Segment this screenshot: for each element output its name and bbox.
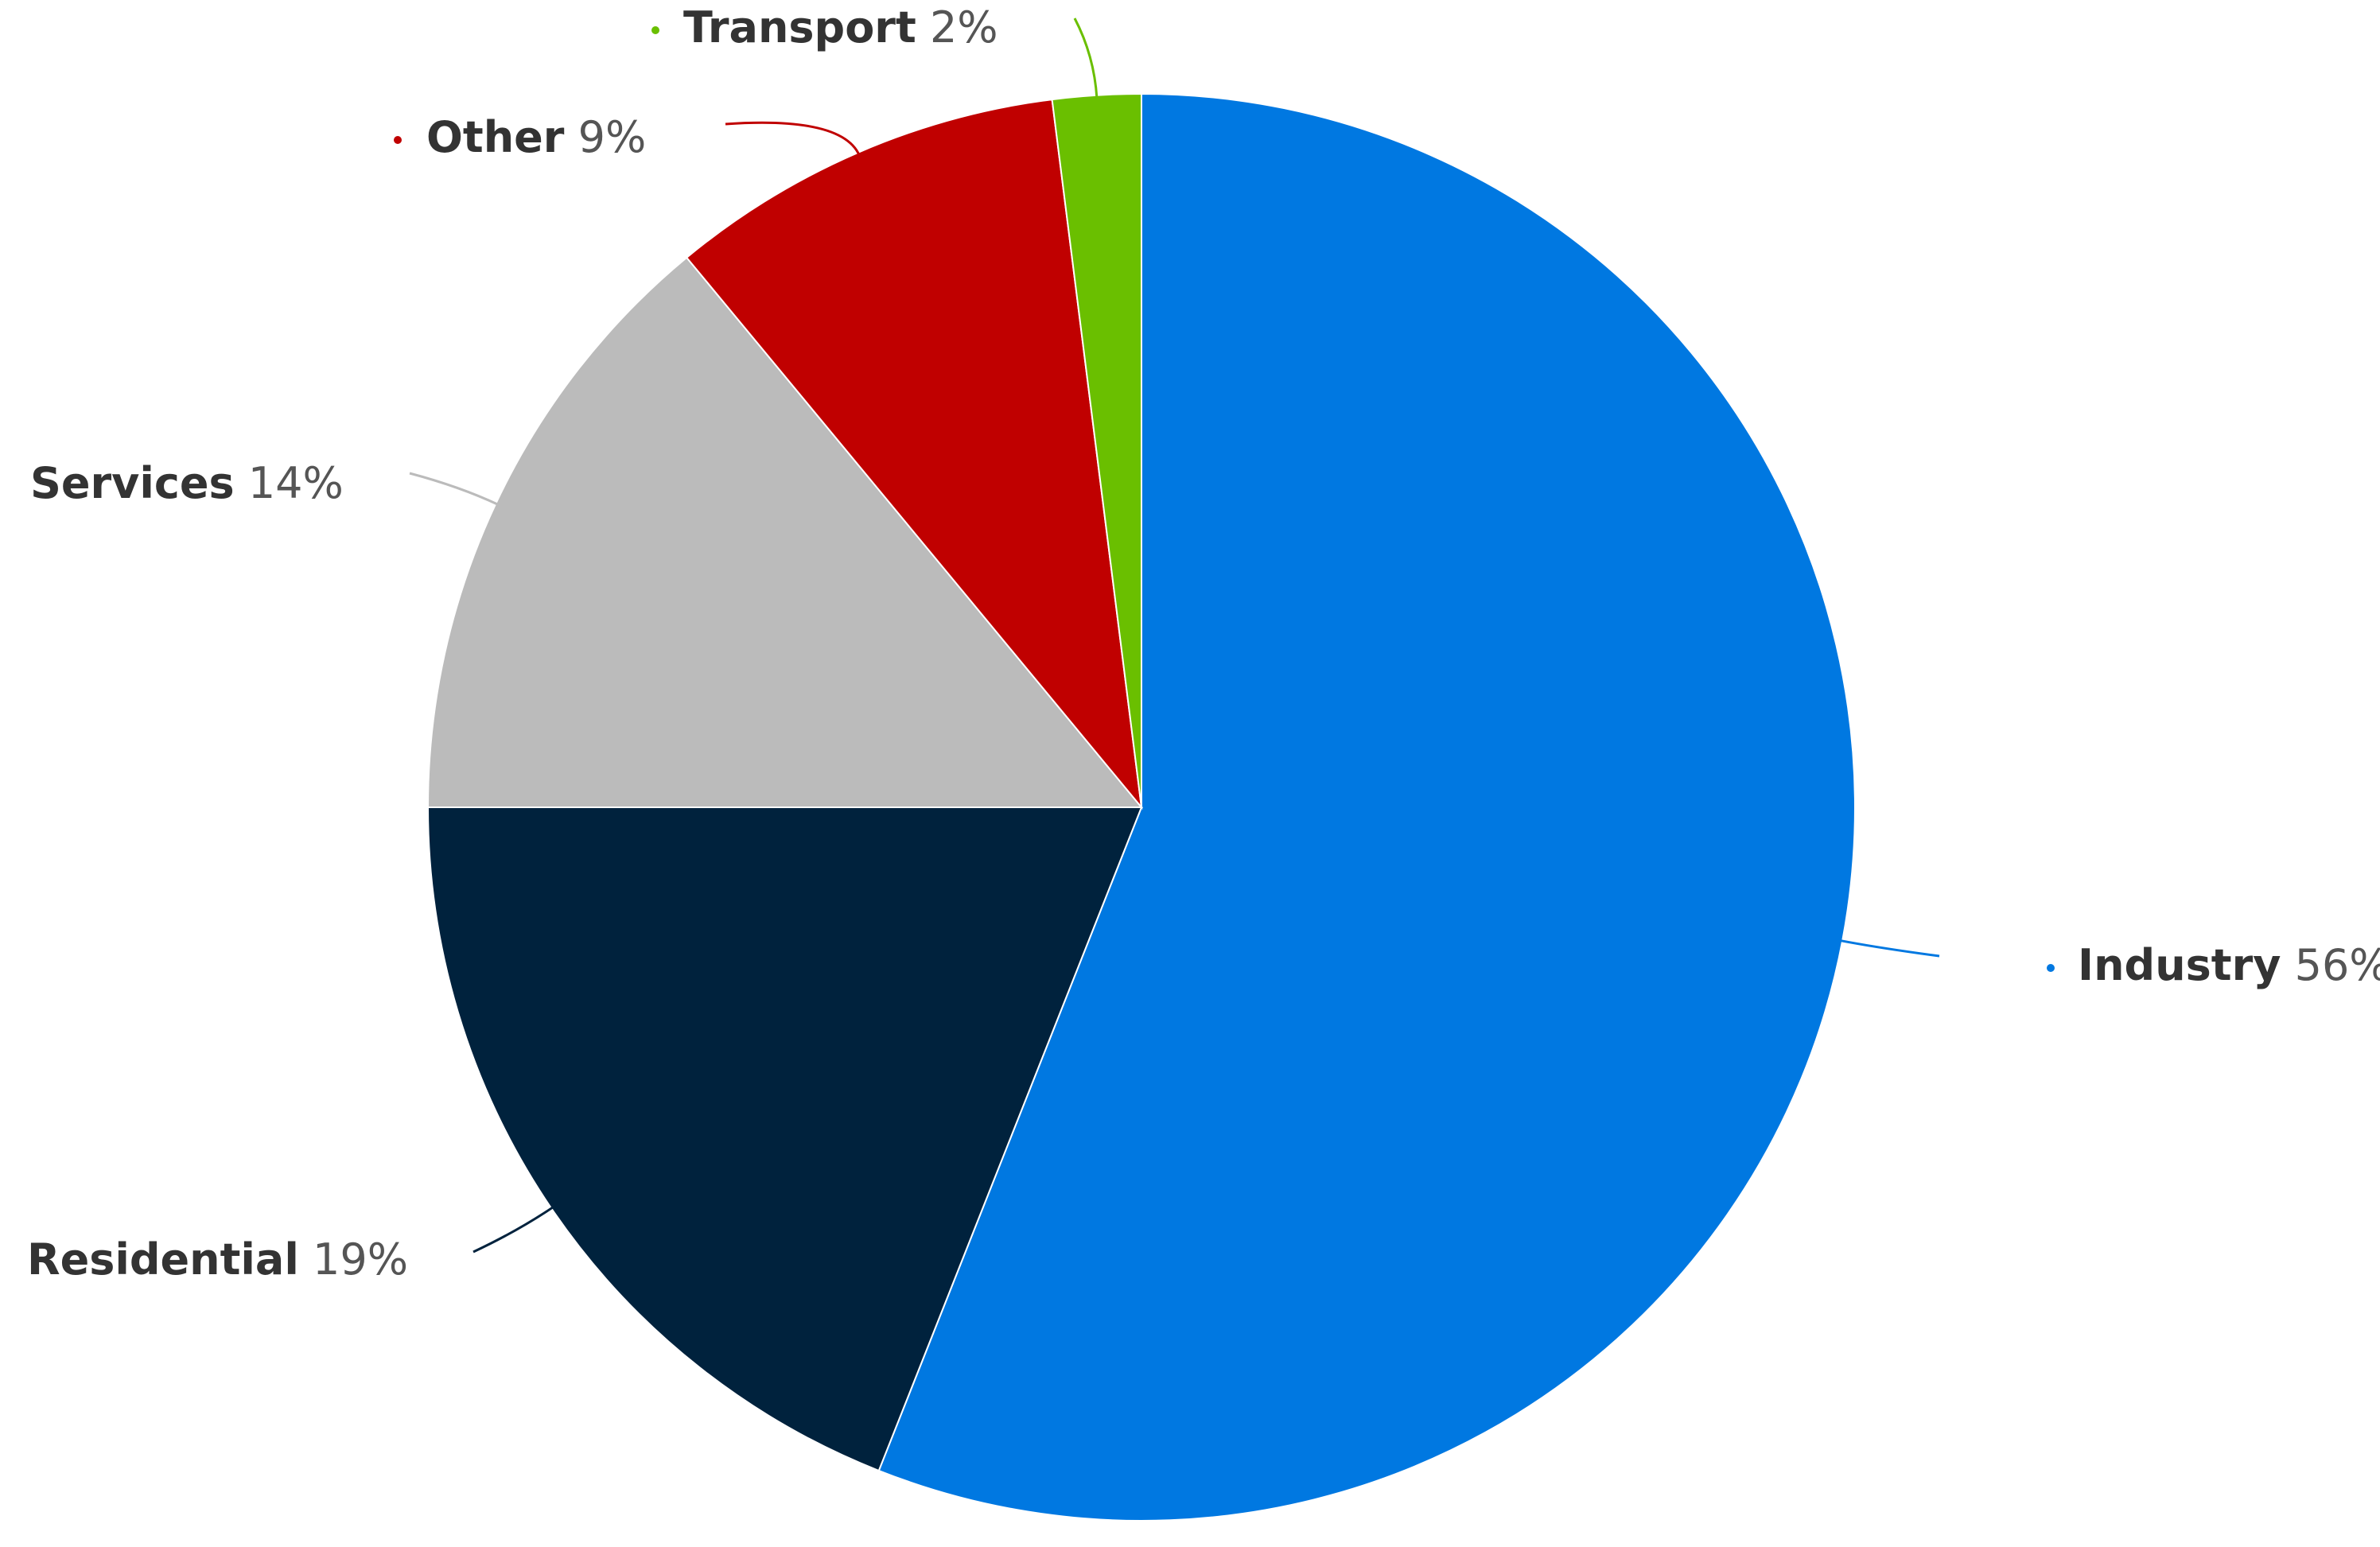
connector-line	[1838, 939, 1940, 958]
label-dot	[394, 136, 402, 144]
category-name: Residential	[27, 1234, 299, 1285]
connector-line	[1073, 17, 1099, 99]
value-label: 56%	[2295, 940, 2380, 990]
data-label: Industry 56%	[2078, 940, 2380, 990]
data-label: Transport 2%	[683, 2, 998, 52]
connector-line	[409, 472, 500, 507]
connector-line	[472, 1205, 555, 1254]
category-name: Other	[426, 112, 565, 162]
value-label: 9%	[578, 112, 647, 162]
data-label: Other 9%	[426, 112, 646, 162]
category-name: Services	[30, 458, 235, 508]
category-name: Industry	[2078, 940, 2281, 990]
label-dot	[651, 26, 659, 34]
category-name: Transport	[683, 2, 916, 52]
data-label: Services 14%	[30, 458, 344, 508]
value-label: 2%	[930, 2, 998, 52]
value-label: 14%	[248, 458, 344, 508]
connector-line	[725, 121, 861, 157]
value-label: 19%	[313, 1234, 408, 1285]
data-label: Residential 19%	[27, 1234, 408, 1285]
label-dot	[2047, 964, 2055, 972]
